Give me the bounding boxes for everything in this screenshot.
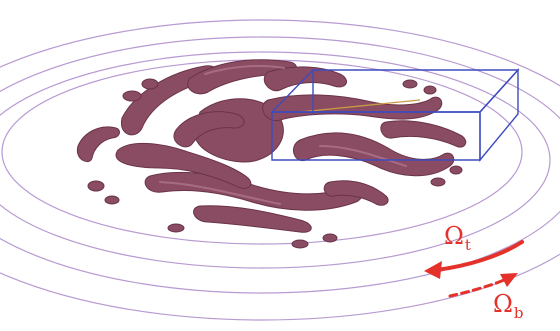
omega-b-label: Ωb: [493, 290, 524, 321]
arrow-bottom-head: [500, 273, 518, 287]
arm-right-tail: [380, 120, 467, 148]
arm-blob: [322, 233, 338, 243]
arm-blob: [291, 239, 309, 249]
omega-b-symbol: Ω: [493, 290, 513, 318]
arm-inner-swirl: [173, 111, 245, 148]
arm-blob: [423, 85, 437, 95]
arm-blob: [430, 177, 446, 187]
omega-t-subscript: t: [464, 236, 471, 254]
arm-blob: [167, 223, 185, 233]
arm-lower-left: [115, 142, 252, 189]
highlight: [319, 145, 407, 167]
arm-blob: [87, 180, 105, 192]
arm-blob: [402, 79, 418, 89]
arm-blob: [122, 90, 142, 102]
arm-left-swirl: [76, 126, 120, 162]
ring-third: [0, 51, 551, 269]
arm-blob: [449, 165, 463, 175]
arm-lower: [144, 171, 364, 211]
ring-second: [0, 36, 560, 294]
arm-right-lower: [292, 132, 455, 177]
rotation-arrow-bottom: [448, 273, 518, 298]
arm-upper-right: [263, 66, 348, 92]
arm-blob: [141, 78, 159, 90]
arm-blob: [104, 195, 120, 205]
arm-bottom: [193, 205, 312, 233]
rotation-arrow-top: [424, 240, 524, 279]
spiral-arms: [76, 59, 467, 249]
omega-t-symbol: Ω: [444, 222, 464, 250]
arm-right: [262, 94, 443, 122]
box-side-face: [479, 68, 519, 162]
slice-line: [299, 99, 421, 113]
highlight: [159, 181, 281, 205]
arrow-bottom-shaft: [448, 278, 506, 298]
arm-highlights: [159, 65, 407, 205]
highlight: [204, 65, 285, 75]
arrow-top-head: [424, 261, 442, 279]
ring-outer: [0, 19, 560, 321]
omega-t-label: Ωt: [444, 222, 471, 253]
omega-b-subscript: b: [513, 304, 524, 322]
arrow-top-shaft: [434, 240, 524, 272]
arm-lower-right-tail: [323, 180, 389, 206]
slice-box: [270, 68, 520, 162]
